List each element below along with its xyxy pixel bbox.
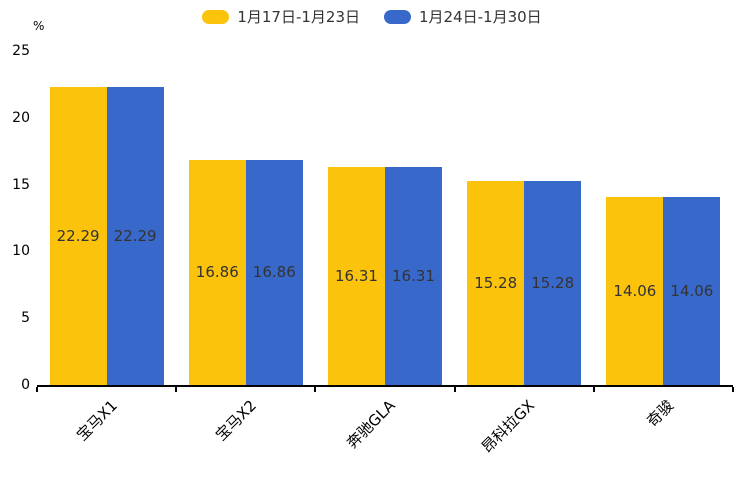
bar-series1[interactable]: 22.29 xyxy=(49,87,107,385)
bar-value-label: 15.28 xyxy=(474,273,518,292)
x-axis-label-anchor: 奇骏 xyxy=(633,395,678,430)
x-axis-tick xyxy=(732,387,734,392)
bar-series1[interactable]: 16.31 xyxy=(327,167,385,385)
bar-value-label: 22.29 xyxy=(113,227,157,246)
category-column: 14.06 14.06 xyxy=(594,51,733,385)
bar-series1[interactable]: 16.86 xyxy=(188,159,246,385)
x-axis-label: 宝马X1 xyxy=(72,396,121,445)
x-axis-tick xyxy=(36,387,38,392)
category-column: 16.31 16.31 xyxy=(315,51,454,385)
y-tick-label: 5 xyxy=(21,310,30,327)
bar-series1[interactable]: 14.06 xyxy=(606,197,664,385)
category-column: 22.29 22.29 xyxy=(37,51,176,385)
bar-value-label: 15.28 xyxy=(531,273,575,292)
bar-value-label: 16.86 xyxy=(195,263,239,282)
plot-area: 22.29 22.29 宝马X1 16.86 16.86 宝马X2 16.31 16.31 奔驰… xyxy=(36,51,734,456)
legend-swatch-week1-icon xyxy=(202,10,230,24)
bar-series2[interactable]: 14.06 xyxy=(663,197,721,385)
bar-series2[interactable]: 15.28 xyxy=(524,180,582,385)
bar-series2[interactable]: 16.86 xyxy=(245,159,303,385)
legend-item-week1[interactable]: 1月17日-1月23日 xyxy=(202,8,360,26)
y-tick-label: 0 xyxy=(21,377,30,393)
y-tick-label: 20 xyxy=(12,109,30,126)
legend: 1月17日-1月23日 1月24日-1月30日 xyxy=(0,8,744,26)
x-axis-label-anchor: 昂科拉GX xyxy=(457,395,538,456)
x-axis-label-anchor: 宝马X1 xyxy=(57,395,121,444)
x-axis-label: 奔驰GLA xyxy=(343,396,400,452)
x-axis-tick xyxy=(453,387,456,392)
x-axis-label: 昂科拉GX xyxy=(478,396,539,457)
legend-label-week1: 1月17日-1月23日 xyxy=(237,8,360,26)
bar-series2[interactable]: 16.31 xyxy=(384,167,442,385)
x-axis-tick xyxy=(592,387,595,392)
bar-value-label: 22.29 xyxy=(56,227,100,246)
legend-swatch-week2-icon xyxy=(384,10,411,24)
y-tick-label: 15 xyxy=(12,176,30,193)
y-tick-label: 25 xyxy=(12,43,30,59)
bar-value-label: 16.86 xyxy=(252,263,296,282)
bar-series1[interactable]: 15.28 xyxy=(467,180,525,385)
y-tick-label: 10 xyxy=(12,243,30,260)
bar-value-label: 14.06 xyxy=(613,282,657,301)
bar-value-label: 16.31 xyxy=(392,267,435,286)
x-axis-label: 奇骏 xyxy=(643,396,678,431)
bar-value-label: 14.06 xyxy=(670,282,714,301)
x-axis-tick xyxy=(314,387,317,392)
x-axis-label-anchor: 宝马X2 xyxy=(196,395,260,444)
x-axis-label: 宝马X2 xyxy=(211,396,260,445)
category-column: 16.86 16.86 xyxy=(176,51,315,385)
category-column: 15.28 15.28 xyxy=(455,51,594,385)
bar-series2[interactable]: 22.29 xyxy=(106,87,164,385)
bar-value-label: 16.31 xyxy=(335,267,378,286)
y-axis-unit-label: % xyxy=(33,19,45,33)
x-axis-tick xyxy=(175,387,178,392)
legend-label-week2: 1月24日-1月30日 xyxy=(419,8,542,26)
x-axis-label-anchor: 奔驰GLA xyxy=(324,395,400,452)
legend-item-week2[interactable]: 1月24日-1月30日 xyxy=(384,8,542,26)
